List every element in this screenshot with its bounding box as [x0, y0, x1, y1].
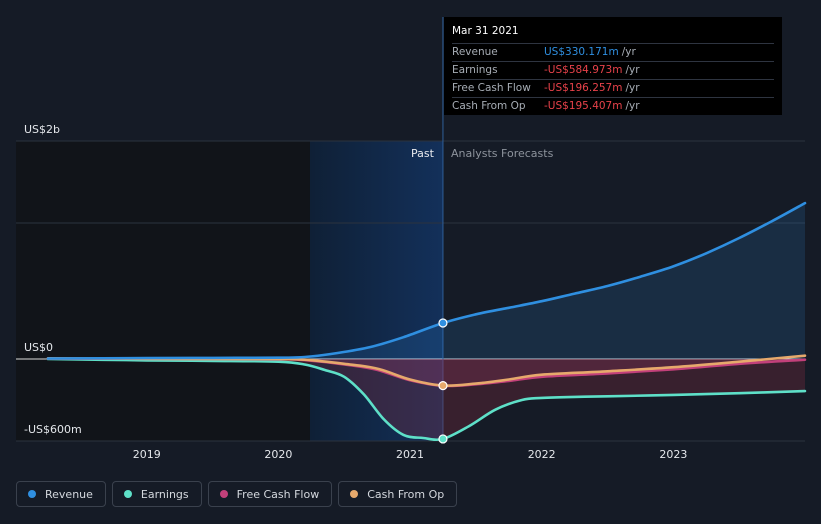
- earnings-area: [48, 359, 805, 440]
- legend-dot-icon: [219, 490, 228, 498]
- marker-revenue: [438, 318, 448, 328]
- x-tick-label: 2022: [528, 448, 556, 461]
- tooltip-label: Free Cash Flow: [452, 82, 531, 94]
- y-tick-label: US$2b: [24, 123, 60, 136]
- free-cash-flow-area: [48, 358, 805, 386]
- legend-label: Free Cash Flow: [236, 487, 320, 501]
- chart-background: [16, 141, 443, 441]
- tooltip-row-earnings: Earnings -US$584.973m /yr: [452, 61, 774, 79]
- forecast-label: Analysts Forecasts: [451, 147, 554, 160]
- legend-label: Earnings: [140, 487, 189, 501]
- legend-label: Revenue: [45, 487, 93, 501]
- series-line-revenue: [46, 201, 807, 360]
- series-markers: [438, 318, 448, 444]
- series-areas: [48, 203, 805, 440]
- tooltip-value: -US$584.973m: [544, 64, 623, 76]
- legend-dot-icon: [350, 490, 359, 498]
- tooltip-value: -US$195.407m: [544, 100, 623, 112]
- x-tick-label: 2023: [659, 448, 687, 461]
- y-tick-label: US$0: [24, 341, 53, 354]
- axis-labels: US$2b US$0 -US$600m 2019 2020 2021 2022 2023 Pas…: [24, 123, 687, 461]
- legend-label: Cash From Op: [367, 487, 445, 501]
- past-region: [16, 141, 310, 441]
- tooltip-unit: /yr: [625, 64, 640, 76]
- legend-item-earnings[interactable]: Earnings: [111, 481, 202, 507]
- legend-dot-icon: [123, 490, 132, 498]
- tooltip-value: US$330.171m: [544, 46, 619, 58]
- tooltip-date: Mar 31 2021: [452, 25, 519, 37]
- tooltip-unit: /yr: [625, 100, 640, 112]
- x-tick-label: 2019: [133, 448, 161, 461]
- tooltip-unit: /yr: [621, 46, 636, 58]
- legend-item-cash-from-op[interactable]: Cash From Op: [338, 481, 458, 507]
- tooltip-label: Earnings: [452, 64, 498, 76]
- past-label: Past: [411, 147, 435, 160]
- grid-lines: [16, 17, 805, 442]
- x-tick-label: 2020: [264, 448, 292, 461]
- legend-dot-icon: [28, 490, 36, 498]
- x-tick-label: 2021: [396, 448, 424, 461]
- tooltip-label: Revenue: [452, 46, 498, 58]
- marker-cash-from-op: [438, 381, 448, 391]
- tooltip-row-revenue: Revenue US$330.171m /yr: [452, 43, 774, 61]
- selected-period-region: [309, 141, 443, 441]
- series-line-earnings: [46, 357, 807, 442]
- y-tick-label: -US$600m: [24, 423, 82, 436]
- tooltip-label: Cash From Op: [452, 100, 526, 112]
- tooltip-value: -US$196.257m: [544, 82, 623, 94]
- tooltip-row-free-cash-flow: Free Cash Flow -US$196.257m /yr: [452, 79, 774, 97]
- tooltip-unit: /yr: [625, 82, 640, 94]
- legend-item-free-cash-flow[interactable]: Free Cash Flow: [207, 481, 333, 507]
- legend-item-revenue[interactable]: Revenue: [16, 481, 106, 507]
- hover-tooltip: Mar 31 2021 Revenue US$330.171m /yr Earn…: [444, 17, 782, 115]
- revenue-area: [48, 203, 805, 359]
- legend: Revenue Earnings Free Cash Flow Cash Fro…: [16, 481, 458, 507]
- marker-earnings: [438, 434, 448, 444]
- tooltip-row-cash-from-op: Cash From Op -US$195.407m /yr: [452, 97, 774, 115]
- series-lines: [46, 201, 807, 442]
